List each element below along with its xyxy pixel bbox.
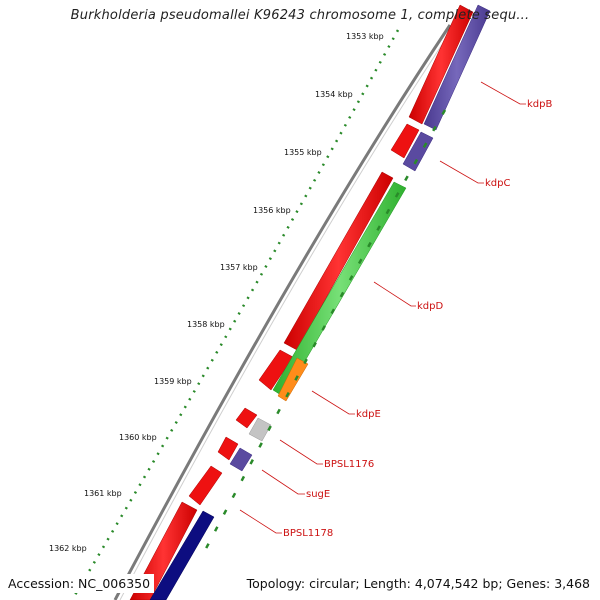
cds-reverse-kdpC[interactable]	[402, 131, 434, 172]
leader-kdpB	[480, 81, 526, 105]
gene-label-BPSL1178[interactable]: BPSL1178	[283, 528, 333, 539]
tick-label: 1353 kbp	[346, 32, 384, 41]
label-leaders	[239, 81, 526, 534]
cds-forward-kdpC[interactable]	[390, 123, 420, 159]
cds-reverse-BPSL1176[interactable]	[248, 417, 272, 442]
cds-reverse-next[interactable]	[149, 510, 215, 600]
topology-text: Topology: circular; Length: 4,074,542 bp…	[242, 574, 594, 593]
leader-BPSL1178	[239, 509, 282, 534]
leader-sugE	[261, 469, 305, 495]
leader-kdpE	[311, 390, 355, 415]
leader-BPSL1176	[279, 439, 323, 465]
accession-text: Accession: NC_006350	[4, 574, 155, 593]
gene-label-kdpB[interactable]: kdpB	[527, 99, 552, 110]
gene-label-sugE[interactable]: sugE	[306, 489, 330, 500]
feature-track-guide	[198, 109, 447, 561]
reverse-strand	[149, 4, 491, 600]
tick-label: 1361 kbp	[84, 489, 122, 498]
cds-reverse-kdpB[interactable]	[423, 4, 491, 131]
gene-label-kdpC[interactable]: kdpC	[485, 178, 510, 189]
tick-label: 1358 kbp	[187, 320, 225, 329]
tick-label: 1362 kbp	[49, 544, 87, 553]
gene-label-kdpE[interactable]: kdpE	[356, 409, 381, 420]
cds-forward-BPSL1178[interactable]	[188, 465, 223, 506]
cds-forward-kdpB[interactable]	[408, 4, 474, 125]
ruler-labels: 1353 kbp 1354 kbp 1355 kbp 1356 kbp 1357…	[49, 32, 384, 553]
backbone-inner	[119, 24, 456, 600]
cds-forward-sugE[interactable]	[217, 436, 239, 461]
tick-label: 1360 kbp	[119, 433, 157, 442]
cds-forward-kdpE[interactable]	[258, 349, 294, 391]
ruler-arc	[73, 29, 400, 596]
tick-label: 1359 kbp	[154, 377, 192, 386]
leader-kdpD	[373, 281, 416, 307]
tick-label: 1355 kbp	[284, 148, 322, 157]
tick-label: 1354 kbp	[315, 90, 353, 99]
gene-labels: kdpB kdpC kdpD kdpE BPSL1176 sugE BPSL11…	[283, 99, 552, 539]
backbone-outer	[113, 24, 452, 600]
map-title: Burkholderia pseudomallei K96243 chromos…	[70, 8, 530, 23]
forward-strand	[129, 4, 474, 600]
tick-label: 1356 kbp	[253, 206, 291, 215]
cds-forward-BPSL1176[interactable]	[235, 407, 258, 429]
tick-label: 1357 kbp	[220, 263, 258, 272]
gene-label-BPSL1176[interactable]: BPSL1176	[324, 459, 374, 470]
cds-reverse-sugE[interactable]	[229, 447, 253, 472]
gene-label-kdpD[interactable]: kdpD	[417, 301, 443, 312]
leader-kdpC	[439, 160, 484, 184]
